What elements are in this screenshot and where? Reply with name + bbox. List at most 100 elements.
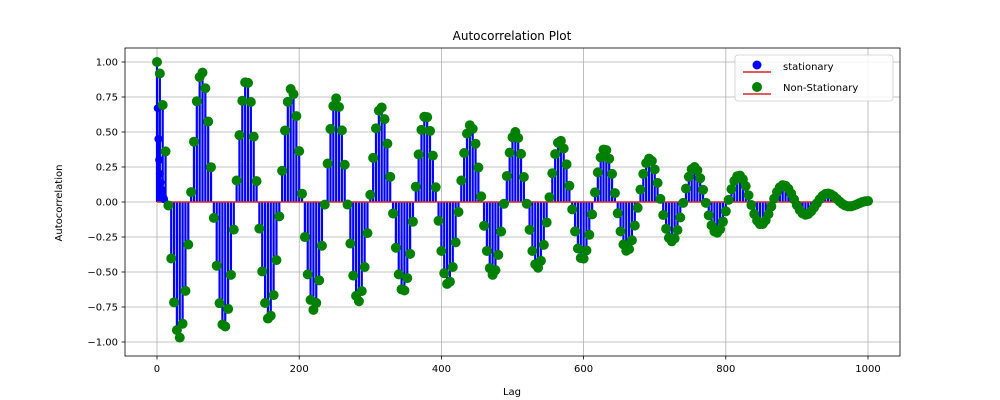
non-stationary-point (652, 177, 663, 188)
non-stationary-point (370, 123, 381, 134)
non-stationary-point (245, 97, 256, 108)
non-stationary-point (237, 95, 248, 106)
non-stationary-point (299, 232, 310, 243)
non-stationary-point (558, 143, 569, 154)
non-stationary-point (288, 89, 299, 100)
non-stationary-point (669, 233, 680, 244)
non-stationary-point (535, 255, 546, 266)
non-stationary-point (675, 212, 686, 223)
non-stationary-point (157, 99, 168, 110)
non-stationary-point (211, 260, 222, 271)
non-stationary-point (390, 242, 401, 253)
y-tick-label: −0.25 (87, 233, 118, 244)
non-stationary-point (524, 224, 535, 235)
non-stationary-point (604, 153, 615, 164)
non-stationary-point (518, 172, 529, 183)
non-stationary-point (672, 225, 683, 236)
non-stationary-point (413, 149, 424, 160)
non-stationary-point (470, 138, 481, 149)
legend-entry-non-stationary: Non-Stationary (743, 82, 858, 95)
non-stationary-point (589, 187, 600, 198)
y-tick-label: 0.25 (96, 163, 118, 174)
non-stationary-point (612, 208, 623, 219)
non-stationary-point (680, 183, 691, 194)
stationary-point (155, 156, 164, 164)
non-stationary-point (191, 96, 202, 107)
x-axis-label: Lag (503, 387, 521, 398)
non-stationary-point (183, 239, 194, 250)
non-stationary-point (291, 111, 302, 122)
non-stationary-point (274, 211, 285, 222)
non-stationary-point (208, 212, 219, 223)
non-stationary-point (271, 255, 282, 266)
non-stationary-point (268, 290, 279, 301)
non-stationary-point (496, 226, 507, 237)
non-stationary-point (544, 192, 555, 203)
non-stationary-point (405, 248, 416, 259)
non-stationary-point (260, 298, 271, 309)
markers (151, 57, 874, 343)
non-stationary-point (169, 297, 180, 308)
non-stationary-point (592, 167, 603, 178)
non-stationary-point (743, 190, 754, 201)
non-stationary-point (282, 96, 293, 107)
non-stationary-point (740, 181, 751, 192)
non-stationary-point (720, 206, 731, 217)
non-stationary-point (368, 152, 379, 163)
non-stationary-point (638, 168, 649, 179)
non-stationary-point (538, 239, 549, 250)
non-stationary-point (587, 209, 598, 220)
non-stationary-point (481, 245, 492, 256)
non-stationary-point (601, 145, 612, 156)
non-stationary-point (456, 175, 467, 186)
non-stationary-point (649, 164, 660, 175)
x-tick-label: 1000 (855, 364, 880, 375)
non-stationary-point (678, 197, 689, 208)
stationary-point (154, 135, 163, 143)
non-stationary-point (297, 188, 308, 199)
non-stationary-point (567, 204, 578, 215)
non-stationary-point (547, 168, 558, 179)
non-stationary-point (607, 168, 618, 179)
non-stationary-point (206, 162, 217, 173)
non-stationary-point (550, 149, 561, 160)
non-stationary-point (723, 194, 734, 205)
non-stationary-point (572, 243, 583, 254)
non-stationary-point (257, 266, 268, 277)
non-stationary-point (336, 125, 347, 136)
non-stationary-point (265, 310, 276, 321)
y-tick-label: 0.00 (96, 198, 118, 209)
non-stationary-point (624, 244, 635, 255)
non-stationary-point (331, 93, 342, 104)
non-stationary-point (225, 269, 236, 280)
non-stationary-point (629, 220, 640, 231)
non-stationary-point (160, 146, 171, 157)
non-stationary-point (171, 325, 182, 336)
non-stationary-point (498, 198, 509, 209)
non-stationary-point (151, 57, 162, 67)
non-stationary-point (527, 246, 538, 257)
non-stationary-point (655, 193, 666, 204)
non-stationary-point (416, 124, 427, 135)
non-stationary-point (746, 200, 757, 211)
non-stationary-point (407, 216, 418, 227)
non-stationary-point (459, 147, 470, 158)
non-stationary-point (615, 226, 626, 237)
non-stationary-point (467, 123, 478, 134)
non-stationary-point (197, 67, 208, 78)
non-stationary-point (174, 332, 185, 343)
x-tick-label: 800 (716, 364, 735, 375)
non-stationary-point (243, 77, 254, 88)
non-stationary-point (279, 125, 290, 136)
non-stationary-point (342, 199, 353, 210)
non-stationary-point (382, 138, 393, 149)
non-stationary-point (223, 303, 234, 314)
non-stationary-point (399, 285, 410, 296)
non-stationary-point (422, 112, 433, 123)
non-stationary-point (513, 132, 524, 143)
non-stationary-point (248, 131, 259, 142)
non-stationary-point (715, 224, 726, 235)
non-stationary-point (578, 253, 589, 264)
non-stationary-point (228, 224, 239, 235)
